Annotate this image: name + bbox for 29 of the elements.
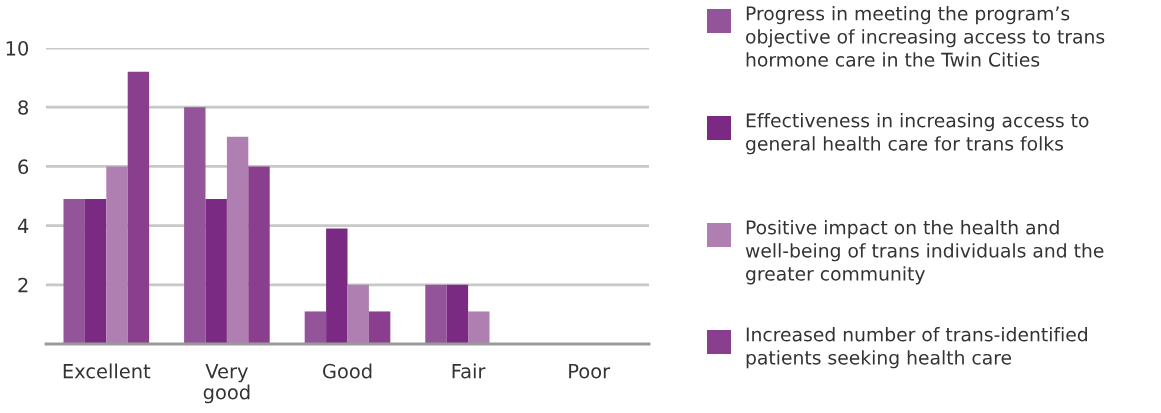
legend-label: Increased number of trans-identified patients seeking health care [746, 327, 1087, 369]
bar [127, 71, 150, 344]
bar [425, 284, 447, 344]
x-tick-label: Good [322, 363, 372, 379]
bar [226, 136, 249, 344]
x-tick-label: Excellent [63, 363, 151, 379]
bar [248, 166, 270, 344]
legend-label: Positive impact on the health and well-being of trans individuals and the greater community [745, 220, 1104, 285]
bar [304, 311, 327, 344]
bar [368, 311, 391, 344]
y-tick-label: 2 [18, 277, 28, 293]
bar [84, 198, 107, 344]
y-tick-label: 4 [17, 218, 29, 233]
bar [106, 166, 128, 344]
x-tick-label: Fair [452, 363, 486, 379]
bar [326, 228, 348, 344]
bar [468, 311, 490, 344]
bar [63, 198, 85, 344]
y-tick-label: 6 [18, 159, 29, 175]
y-tick-label: 8 [18, 100, 28, 115]
x-tick-label: Poor [569, 364, 611, 379]
bar [205, 198, 227, 344]
bar [446, 284, 469, 344]
x-tick-label: Very good [203, 364, 250, 404]
y-tick-label: 10 [6, 40, 29, 56]
legend-label: Progress in meeting the program’s objective of increasing access to trans hormone care in the Twin Cities [746, 6, 1105, 67]
bar [347, 284, 369, 344]
bar [184, 107, 206, 344]
legend-label: Effectiveness in increasing access to general health care for trans folks [746, 113, 1089, 155]
